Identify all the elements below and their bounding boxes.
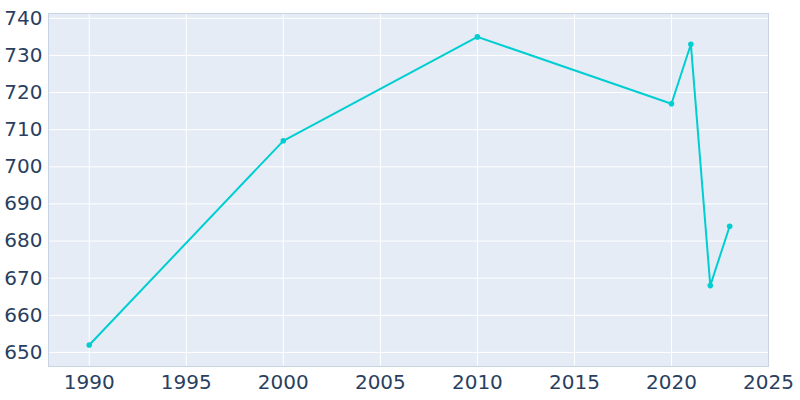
svg-text:660: 660 [4,303,42,327]
svg-text:2000: 2000 [258,370,309,394]
svg-text:720: 720 [4,80,42,104]
svg-text:2015: 2015 [549,370,600,394]
svg-text:1990: 1990 [64,370,115,394]
svg-text:700: 700 [4,154,42,178]
svg-text:710: 710 [4,117,42,141]
svg-text:740: 740 [4,6,42,30]
svg-text:650: 650 [4,340,42,364]
svg-text:680: 680 [4,228,42,252]
svg-text:2020: 2020 [646,370,697,394]
svg-text:730: 730 [4,43,42,67]
svg-text:2005: 2005 [355,370,406,394]
svg-text:670: 670 [4,266,42,290]
svg-text:690: 690 [4,191,42,215]
svg-text:2010: 2010 [452,370,503,394]
svg-text:1995: 1995 [161,370,212,394]
svg-text:2025: 2025 [743,370,794,394]
